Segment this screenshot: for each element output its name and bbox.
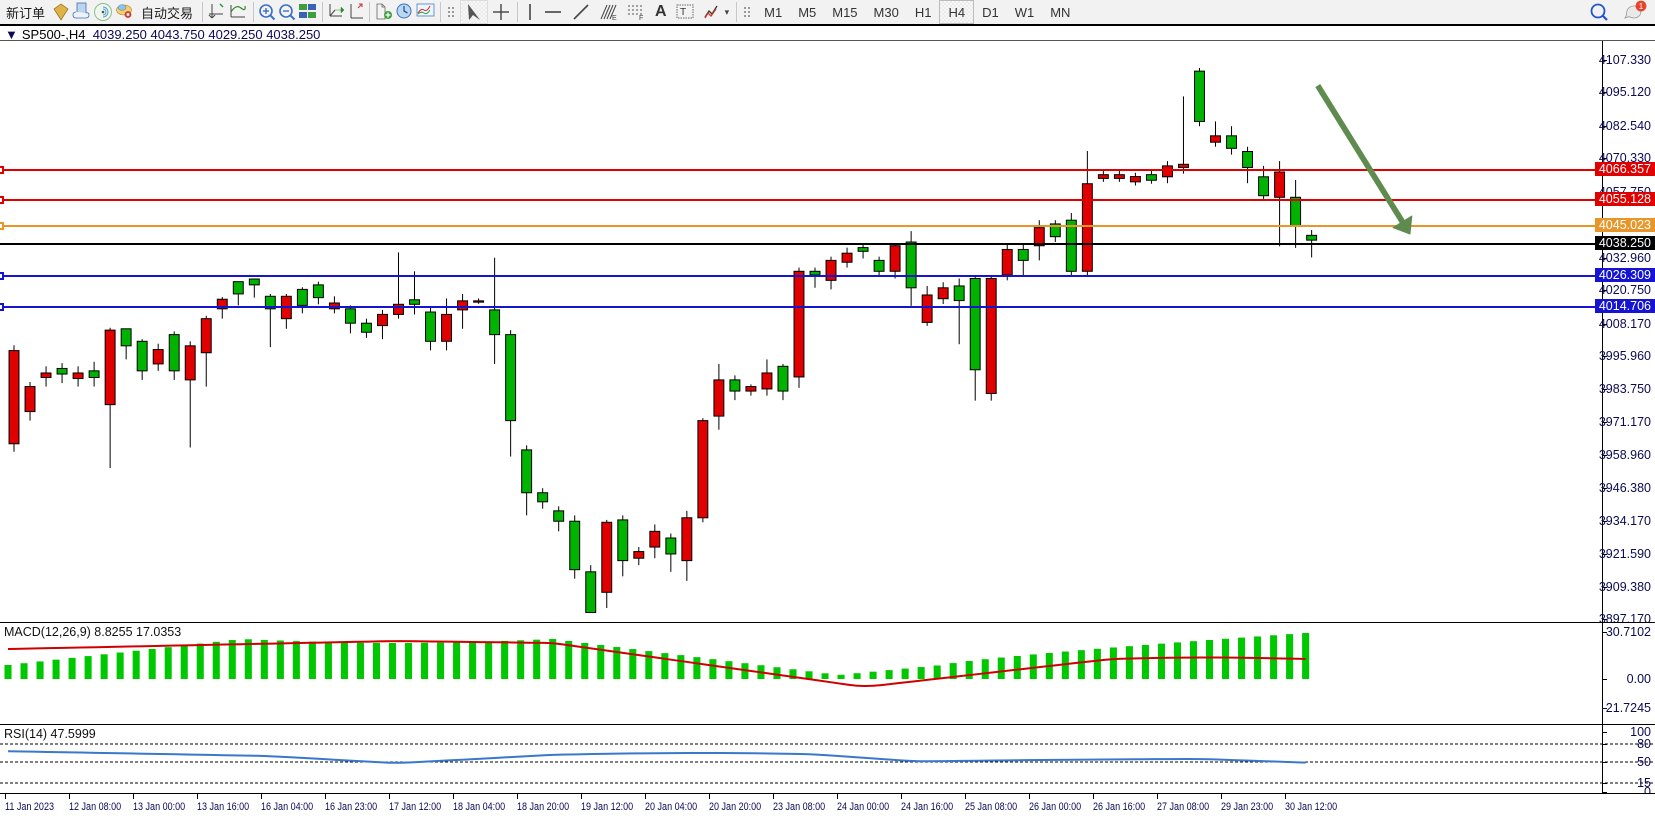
svg-text:E: E xyxy=(612,15,617,21)
svg-text:T: T xyxy=(680,7,686,18)
svg-text:F: F xyxy=(639,15,643,20)
svg-text:1: 1 xyxy=(1639,2,1644,11)
